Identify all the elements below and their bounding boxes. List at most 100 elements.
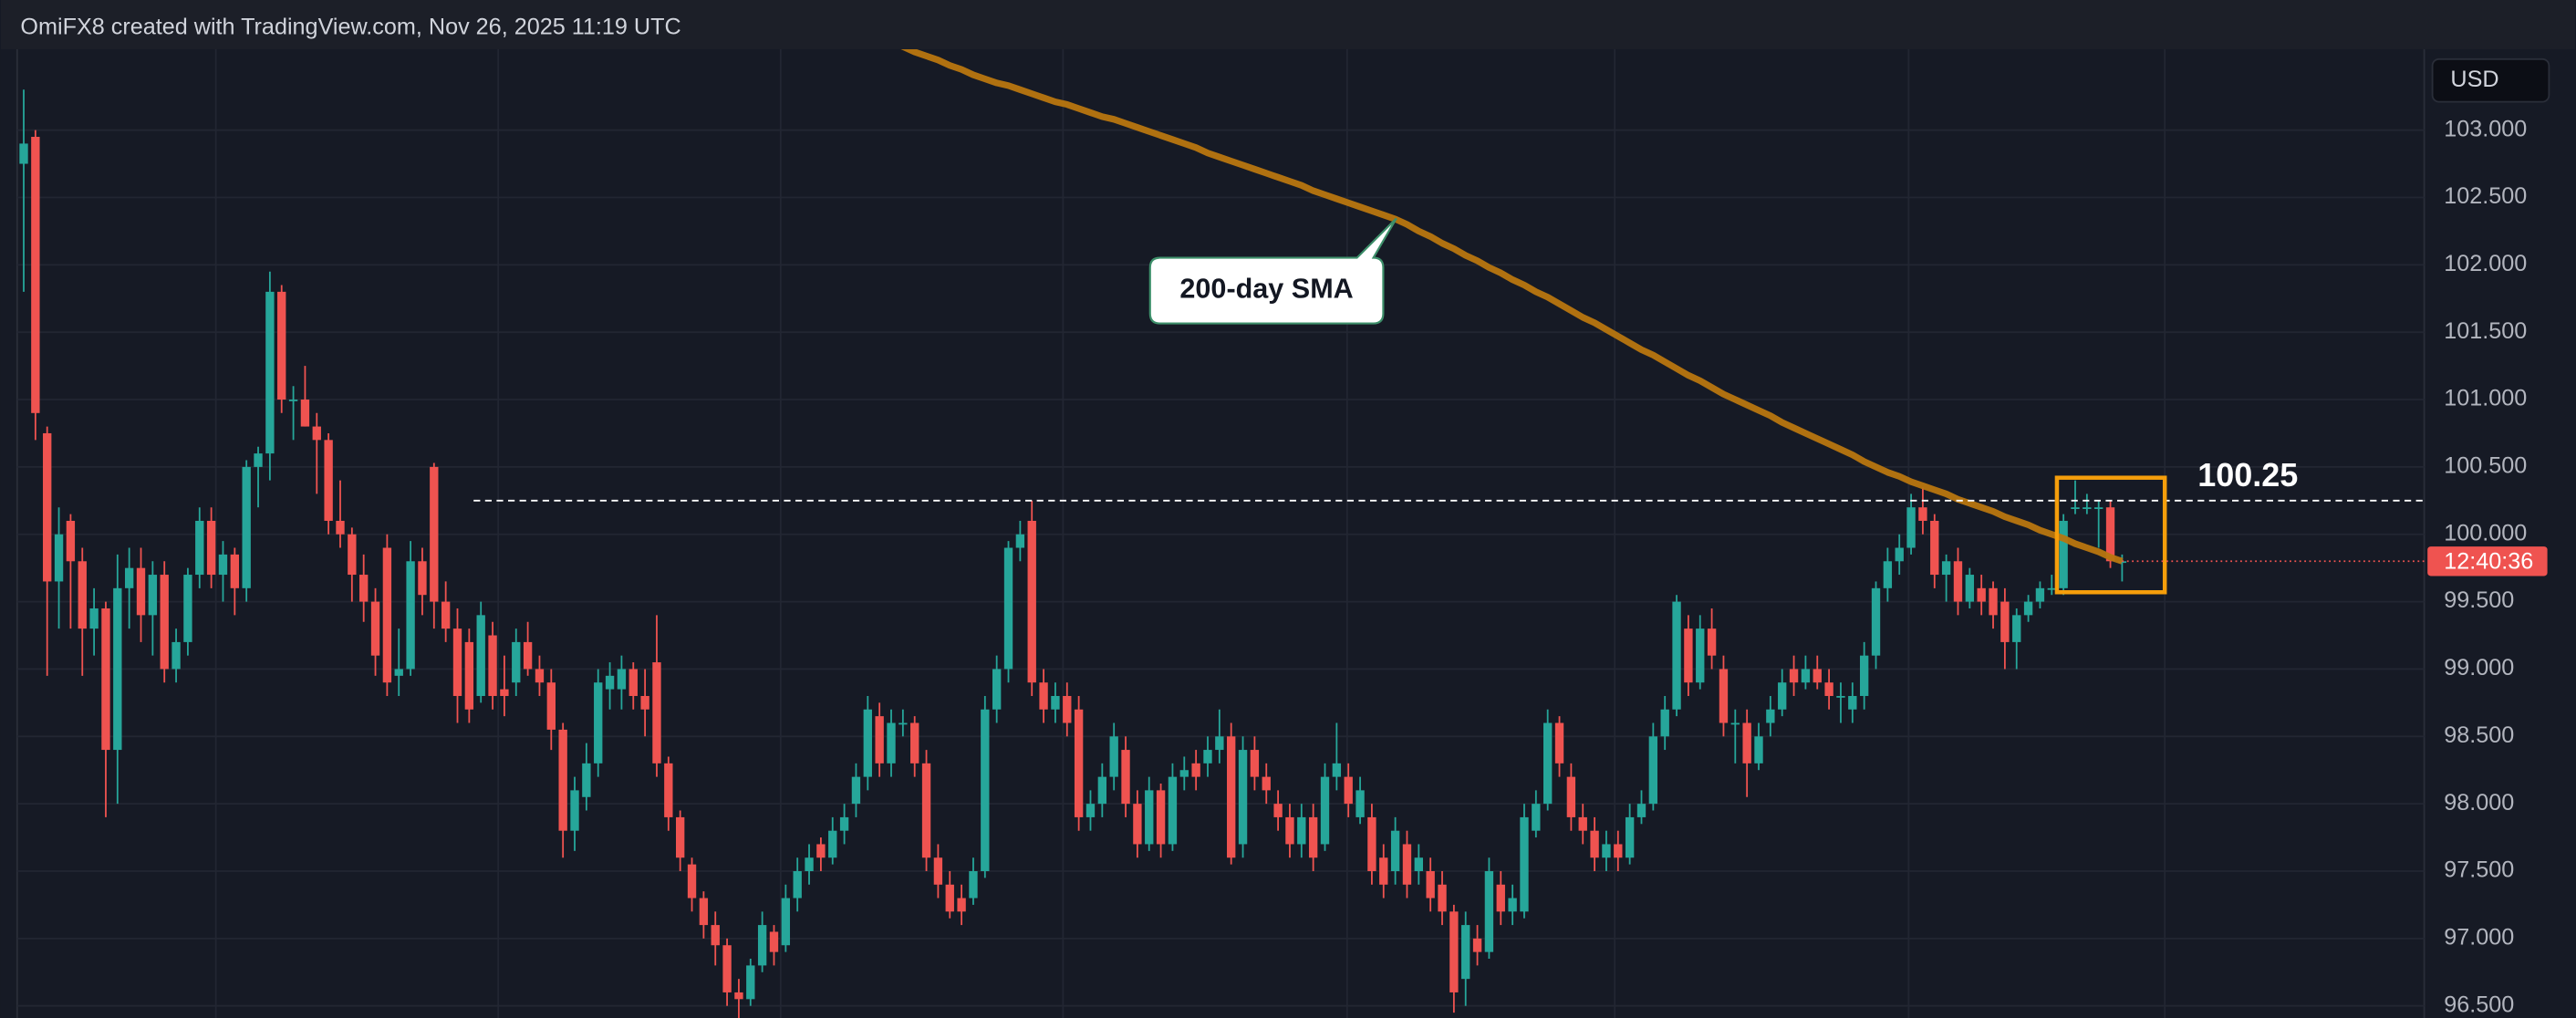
- candle-body: [1648, 736, 1658, 805]
- candle-body: [1953, 561, 1963, 602]
- y-tick-label: 102.000: [2444, 251, 2527, 276]
- candle-body: [1297, 816, 1306, 845]
- y-tick-label: 98.000: [2444, 790, 2514, 815]
- candle-body: [1859, 655, 1869, 696]
- candle-body: [1356, 790, 1365, 817]
- price-tag: [2427, 546, 2548, 577]
- candle-body: [1989, 587, 1998, 616]
- plot: [19, 49, 2127, 1018]
- candle-body: [1636, 804, 1646, 817]
- candle-body: [1168, 776, 1178, 845]
- y-tick-label: 96.500: [2444, 992, 2514, 1017]
- candle-body: [605, 675, 615, 690]
- y-tick-label: 99.500: [2444, 587, 2514, 613]
- candle-body: [1730, 722, 1740, 725]
- candle-body: [1238, 750, 1248, 845]
- candle-body: [300, 400, 310, 427]
- candle-body: [2071, 507, 2080, 509]
- candle-body: [699, 898, 709, 926]
- candle-body: [348, 534, 357, 576]
- candle-body: [1367, 816, 1376, 872]
- y-tick-label: 103.000: [2444, 116, 2527, 141]
- candle-body: [1824, 682, 1833, 696]
- candle-body: [898, 722, 908, 725]
- candle-body: [1977, 587, 1986, 602]
- candle-body: [1273, 804, 1283, 817]
- candle-body: [769, 931, 779, 952]
- candle-body: [336, 520, 345, 535]
- candle-body: [1778, 682, 1787, 710]
- candle-body: [288, 400, 298, 401]
- candle-body: [1941, 561, 1951, 576]
- candle-body: [1965, 575, 1975, 602]
- candle-body: [1895, 547, 1904, 562]
- candle-body: [324, 440, 333, 521]
- candle-body: [722, 945, 732, 992]
- candle-body: [1402, 844, 1412, 885]
- candle-body: [1696, 628, 1705, 683]
- candle-body: [66, 520, 76, 562]
- candle-body: [1332, 763, 1342, 777]
- candle-body: [1250, 750, 1260, 777]
- candle-body: [1813, 669, 1822, 683]
- candle-body: [2035, 587, 2045, 602]
- candle-body: [113, 587, 122, 751]
- candle-body: [523, 641, 533, 670]
- candle-body: [1930, 520, 1939, 576]
- candle-body: [1836, 695, 1845, 698]
- candle-body: [1883, 561, 1893, 588]
- candle-body: [1672, 601, 1681, 710]
- candle-body: [1109, 736, 1118, 777]
- candle-body: [277, 291, 286, 400]
- header-text: OmiFX8 created with TradingView.com, Nov…: [20, 14, 680, 39]
- candle-body: [160, 575, 169, 670]
- candle-body: [488, 635, 497, 696]
- candle-body: [757, 925, 767, 966]
- y-tick-label: 100.000: [2444, 520, 2527, 545]
- candle-body: [793, 871, 802, 899]
- sma-line: [900, 49, 2124, 565]
- candle-body: [1906, 507, 1916, 548]
- candle-body: [500, 689, 509, 696]
- candle-body: [1508, 898, 1517, 912]
- candle-body: [195, 520, 204, 576]
- candle-body: [89, 608, 99, 629]
- candle-body: [570, 790, 579, 831]
- candle-body: [887, 722, 896, 764]
- candle-body: [2094, 507, 2103, 509]
- candle-body: [957, 898, 966, 912]
- candle-body: [1414, 857, 1423, 872]
- candle-body: [969, 871, 978, 899]
- candle-body: [1227, 736, 1236, 858]
- y-tick-label: 100.500: [2444, 453, 2527, 479]
- candle-body: [418, 561, 427, 596]
- candle-body: [546, 682, 556, 730]
- candle-body: [1742, 722, 1751, 764]
- candle-body: [2059, 520, 2068, 588]
- candle-body: [1707, 628, 1717, 656]
- candle-body: [43, 432, 52, 582]
- candle-body: [2000, 601, 2010, 642]
- candle-body: [734, 992, 743, 1000]
- candle-body: [1262, 776, 1271, 791]
- candle-body: [2023, 601, 2033, 616]
- candle-body: [921, 763, 931, 858]
- y-tick-label: 99.000: [2444, 655, 2514, 680]
- y-axis: 96.500 97.000 97.500 98.000 98.500 99.000 99.5…: [2444, 116, 2527, 1017]
- candle-body: [1578, 816, 1587, 831]
- candle-body: [218, 554, 228, 576]
- candle-body: [1754, 736, 1763, 764]
- candle-body: [2012, 615, 2021, 642]
- candle-body: [78, 561, 87, 629]
- candle-body: [312, 426, 321, 441]
- candle-body: [839, 816, 849, 831]
- candle-body: [992, 669, 1002, 710]
- header-bar: [0, 0, 2576, 49]
- candle-body: [2047, 587, 2056, 590]
- candle-body: [933, 857, 943, 885]
- candle-body: [1203, 750, 1212, 764]
- candle-body: [1308, 816, 1318, 858]
